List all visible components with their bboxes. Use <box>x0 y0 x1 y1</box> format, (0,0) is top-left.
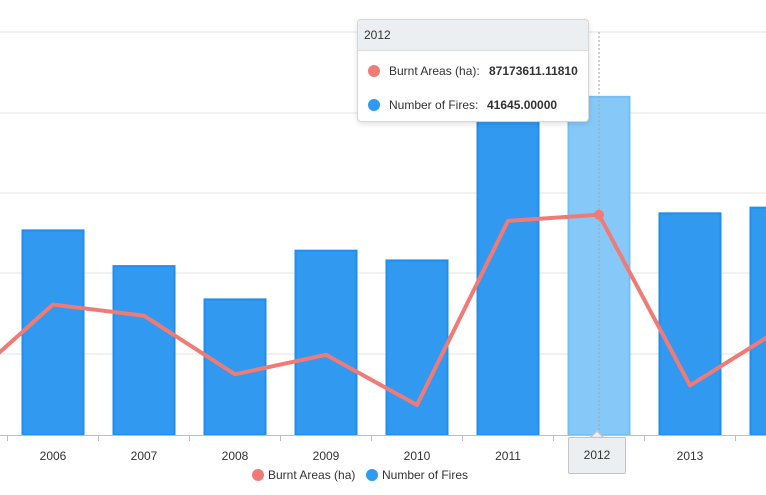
tooltip-value: 87173611.11810 <box>489 64 578 78</box>
burnt-areas-line <box>0 212 766 407</box>
bar-2010 <box>385 259 449 437</box>
legend-marker-icon <box>252 469 264 481</box>
bar-2006 <box>21 229 85 436</box>
x-tick-label: 2008 <box>222 449 249 463</box>
tooltip-value: 41645.00000 <box>487 98 558 112</box>
bar-2007 <box>112 265 176 436</box>
x-axis-tooltip: 2012 <box>568 437 626 474</box>
legend-label: Number of Fires <box>382 468 468 482</box>
bar-2013 <box>658 212 722 436</box>
x-tick-label: 2006 <box>40 449 67 463</box>
tooltip-title: 2012 <box>358 20 588 51</box>
x-tick-label: 2010 <box>404 449 431 463</box>
data-tooltip: 2012 Burnt Areas (ha): 87173611.11810 Nu… <box>357 19 589 122</box>
bar-2008 <box>203 298 267 436</box>
tooltip-row-burnt-areas: Burnt Areas (ha): 87173611.11810 <box>358 54 588 88</box>
x-tick-label: 2013 <box>677 449 704 463</box>
number-of-fires-marker-icon <box>368 99 380 111</box>
tooltip-label: Burnt Areas (ha): <box>389 64 480 78</box>
x-tick-label: 2011 <box>495 449 521 463</box>
x-axis-tooltip-arrow-inner <box>591 432 603 438</box>
burnt-areas-marker-icon <box>368 65 380 77</box>
bar-2009 <box>294 249 358 436</box>
x-tick-label: 2007 <box>131 449 158 463</box>
legend-label: Burnt Areas (ha) <box>268 468 355 482</box>
tooltip-label: Number of Fires: <box>389 98 479 112</box>
tooltip-row-number-of-fires: Number of Fires: 41645.00000 <box>358 88 588 121</box>
highlight-point-marker <box>594 209 604 220</box>
bar-partial <box>749 206 766 436</box>
x-tick-label: 2009 <box>313 449 340 463</box>
legend-marker-icon <box>366 469 378 481</box>
